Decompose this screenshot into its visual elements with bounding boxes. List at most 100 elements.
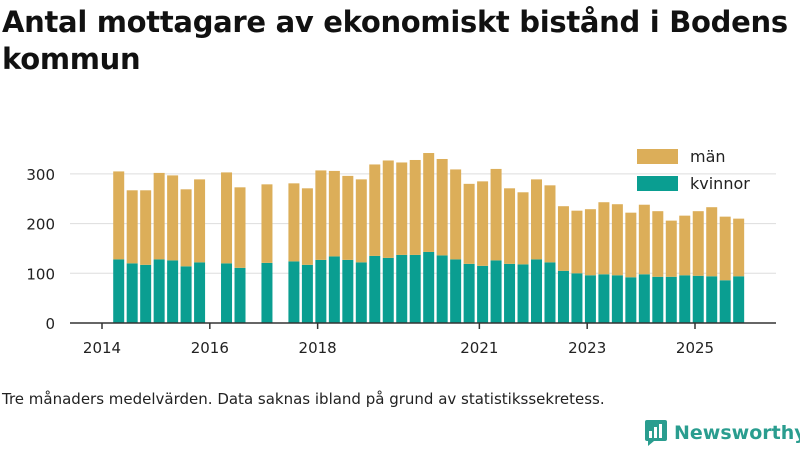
bar-kvinnor [450, 259, 462, 323]
bar-man [126, 190, 138, 264]
bar-kvinnor [194, 262, 206, 323]
bar-kvinnor [517, 264, 529, 323]
y-tick-label: 200 [26, 216, 55, 234]
x-tick-label: 2014 [83, 339, 121, 357]
bar-man [463, 183, 475, 264]
y-tick-label: 0 [45, 315, 55, 333]
bar-man [652, 211, 664, 277]
bar-man [571, 210, 583, 274]
bar-man [328, 170, 340, 257]
bar-kvinnor [598, 274, 610, 323]
bar-man [436, 158, 448, 256]
legend: män kvinnor [637, 147, 750, 193]
bar-kvinnor [665, 276, 677, 323]
newsworthy-logo-icon [645, 420, 667, 446]
x-tick-label: 2023 [568, 339, 606, 357]
bar-kvinnor [423, 251, 435, 323]
bar-man [315, 170, 327, 260]
bar-man [733, 218, 745, 277]
bar-kvinnor [531, 259, 543, 323]
bar-kvinnor [342, 259, 354, 323]
bar-kvinnor [301, 264, 313, 323]
bar-kvinnor [733, 276, 745, 323]
bar-man [490, 168, 502, 261]
bar-kvinnor [355, 262, 367, 323]
bar-kvinnor [261, 262, 273, 323]
bar-kvinnor [234, 267, 246, 323]
bar-man [396, 162, 408, 255]
legend-label-kvinnor: kvinnor [690, 174, 750, 193]
bar-kvinnor [396, 254, 408, 323]
bar-kvinnor [490, 260, 502, 323]
bar-man [557, 206, 569, 271]
bar-man [355, 179, 367, 263]
x-tick-labels: 2014 2016 2018 2021 2023 2025 [83, 339, 714, 357]
bar-man [719, 216, 731, 281]
series-kvinnor-bars [113, 251, 745, 323]
bar-man [113, 171, 125, 260]
bar-kvinnor [126, 263, 138, 323]
bar-kvinnor [436, 255, 448, 323]
bar-man [234, 187, 246, 268]
series-man-bars [113, 153, 745, 281]
bar-kvinnor [638, 274, 650, 323]
bar-kvinnor [611, 275, 623, 323]
bar-man [638, 204, 650, 275]
bar-kvinnor [584, 275, 596, 323]
y-tick-label: 100 [26, 265, 55, 283]
bar-man [544, 185, 556, 263]
bar-man [611, 204, 623, 276]
bar-kvinnor [706, 276, 718, 323]
bar-kvinnor [113, 259, 125, 323]
bar-kvinnor [409, 254, 421, 323]
bar-kvinnor [140, 264, 152, 323]
bar-man [706, 207, 718, 277]
bar-man [369, 164, 381, 256]
bar-man [153, 172, 165, 260]
legend-label-man: män [690, 147, 726, 166]
bar-man [679, 215, 691, 276]
bar-man [531, 179, 543, 260]
bar-man [301, 188, 313, 265]
bar-man [504, 188, 516, 264]
bar-kvinnor [315, 259, 327, 323]
bar-kvinnor [180, 266, 192, 323]
x-tick-label: 2025 [676, 339, 714, 357]
bar-kvinnor [369, 255, 381, 323]
bar-man [140, 190, 152, 265]
bar-man [194, 179, 206, 263]
bar-man [261, 184, 273, 263]
x-tick-label: 2018 [299, 339, 337, 357]
bar-kvinnor [679, 275, 691, 323]
bar-kvinnor [557, 270, 569, 323]
bar-kvinnor [288, 261, 300, 323]
brand-name: Newsworthy [674, 422, 800, 444]
bar-kvinnor [692, 275, 704, 323]
legend-swatch-kvinnor [637, 176, 678, 191]
bar-man [288, 183, 300, 262]
x-axis [70, 322, 776, 329]
bar-man [625, 212, 637, 278]
bar-kvinnor [463, 263, 475, 323]
bar-man [598, 202, 610, 275]
y-tick-labels: 0 100 200 300 [26, 166, 55, 333]
bar-kvinnor [719, 280, 731, 323]
bar-kvinnor [544, 262, 556, 323]
bar-kvinnor [625, 277, 637, 323]
x-tick-label: 2021 [460, 339, 498, 357]
bar-man [342, 175, 354, 260]
bar-man [180, 189, 192, 267]
y-tick-label: 300 [26, 166, 55, 184]
bar-man [584, 209, 596, 276]
footnote: Tre månaders medelvärden. Data saknas ib… [2, 390, 605, 408]
bar-man [477, 181, 489, 266]
bar-man [517, 192, 529, 265]
legend-swatch-man [637, 149, 678, 164]
bar-kvinnor [477, 265, 489, 323]
x-tick-label: 2016 [191, 339, 229, 357]
bar-man [167, 175, 179, 261]
bar-kvinnor [167, 260, 179, 323]
bar-man [450, 169, 462, 260]
chart-title: Antal mottagare av ekonomiskt bistånd i … [2, 5, 788, 76]
bar-kvinnor [382, 257, 394, 323]
